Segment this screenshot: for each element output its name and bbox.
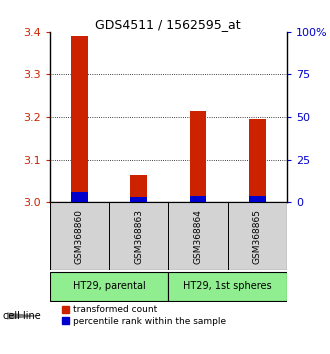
Text: GSM368864: GSM368864	[193, 209, 203, 264]
FancyBboxPatch shape	[50, 202, 287, 270]
Bar	[130, 197, 147, 202]
Bar	[130, 175, 147, 202]
FancyBboxPatch shape	[50, 272, 168, 301]
Text: GSM368865: GSM368865	[253, 209, 262, 264]
Text: HT29, 1st spheres: HT29, 1st spheres	[183, 281, 272, 291]
Text: GSM368863: GSM368863	[134, 209, 143, 264]
Bar	[249, 196, 266, 202]
Bar	[71, 36, 87, 202]
Text: HT29, parental: HT29, parental	[73, 281, 145, 291]
Title: GDS4511 / 1562595_at: GDS4511 / 1562595_at	[95, 18, 241, 31]
Bar	[190, 196, 206, 202]
FancyBboxPatch shape	[168, 272, 287, 301]
Bar	[190, 111, 206, 202]
Legend: transformed count, percentile rank within the sample: transformed count, percentile rank withi…	[61, 304, 227, 326]
Text: GSM368860: GSM368860	[75, 209, 84, 264]
Bar	[71, 192, 87, 202]
Polygon shape	[7, 313, 40, 319]
Bar	[249, 119, 266, 202]
Text: cell line: cell line	[3, 311, 41, 321]
